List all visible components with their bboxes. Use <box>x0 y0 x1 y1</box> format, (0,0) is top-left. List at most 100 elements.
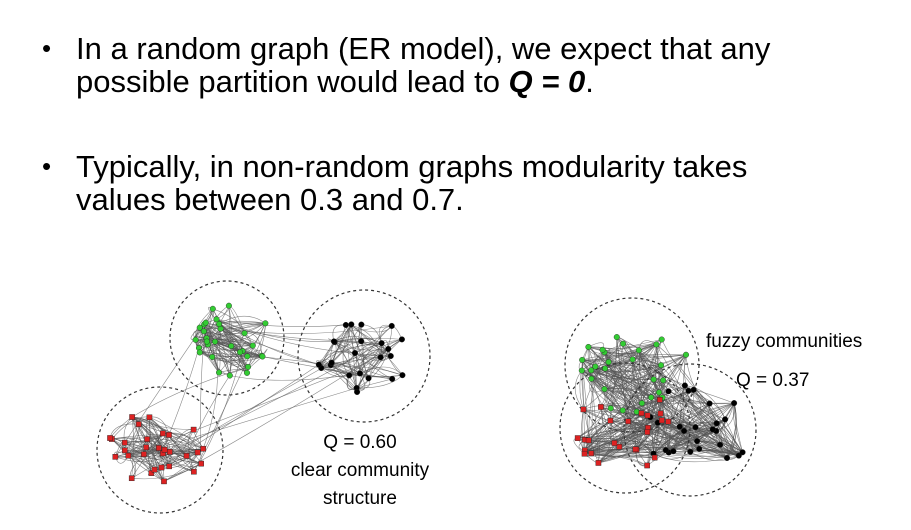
green-node <box>263 320 269 326</box>
q-equals-zero: Q = 0 <box>509 64 586 99</box>
green-node <box>579 368 585 374</box>
red-node <box>191 469 196 474</box>
red-node <box>608 418 613 423</box>
green-node <box>216 370 222 376</box>
green-node <box>600 347 606 353</box>
left-q-value: Q = 0.60 <box>300 430 420 456</box>
right-caption: fuzzy communities <box>706 329 906 355</box>
black-node <box>694 438 700 444</box>
green-node <box>228 343 234 349</box>
green-node <box>197 350 203 356</box>
green-node <box>210 306 216 312</box>
green-node <box>204 339 210 345</box>
red-node <box>113 454 118 459</box>
green-node <box>639 400 645 406</box>
edge <box>151 365 319 473</box>
black-node <box>357 371 363 377</box>
red-node <box>201 446 206 451</box>
black-node <box>352 350 358 356</box>
bullet-dot: • <box>42 32 51 65</box>
red-node <box>129 476 134 481</box>
bullet-1-line-1: In a random graph (ER model), we expect … <box>76 32 900 65</box>
green-node <box>245 354 251 360</box>
green-node <box>630 357 636 363</box>
green-node <box>193 337 199 343</box>
green-node <box>588 368 594 374</box>
red-node <box>152 467 157 472</box>
red-node <box>145 437 150 442</box>
edge <box>187 376 230 456</box>
left-caption-line-1: clear community <box>265 458 455 484</box>
black-node <box>677 424 683 430</box>
red-node <box>167 464 172 469</box>
red-node <box>581 407 586 412</box>
red-node <box>626 419 631 424</box>
black-node <box>671 448 677 454</box>
black-node <box>691 387 697 393</box>
black-node <box>400 372 406 378</box>
red-node <box>107 435 112 440</box>
green-node <box>237 349 243 355</box>
bullet-dot: • <box>42 150 51 183</box>
black-node <box>329 360 335 366</box>
red-node <box>141 452 146 457</box>
black-node <box>731 400 737 406</box>
green-node <box>683 352 689 358</box>
black-node <box>681 428 687 434</box>
red-node <box>166 432 171 437</box>
red-node <box>598 404 603 409</box>
green-node <box>212 339 218 345</box>
green-node <box>656 390 662 396</box>
network-graphs <box>0 270 911 525</box>
green-node <box>654 342 660 348</box>
red-node <box>191 427 196 432</box>
red-node <box>159 465 164 470</box>
bullet-random-graph: • In a random graph (ER model), we expec… <box>40 32 900 98</box>
red-node <box>658 411 663 416</box>
bullet-typical-modularity: • Typically, in non-random graphs modula… <box>40 150 900 216</box>
bullet-2-line-2: values between 0.3 and 0.7. <box>76 183 900 216</box>
green-node <box>209 354 215 360</box>
red-node <box>136 422 141 427</box>
black-node <box>354 389 360 395</box>
bullet-list: • In a random graph (ER model), we expec… <box>40 32 900 216</box>
red-node <box>160 431 165 436</box>
black-node <box>688 449 694 455</box>
red-node <box>586 438 591 443</box>
red-node <box>645 463 650 468</box>
black-node <box>389 323 395 329</box>
red-node <box>144 445 149 450</box>
green-node <box>602 366 608 372</box>
green-node <box>227 373 233 379</box>
black-node <box>366 375 372 381</box>
red-node <box>130 414 135 419</box>
bullet-1-line-2: possible partition would lead to Q = 0. <box>76 65 900 98</box>
red-node <box>126 453 131 458</box>
black-node <box>740 449 746 455</box>
black-node <box>388 353 394 359</box>
network-figure: Q = 0.60 clear community structure fuzzy… <box>0 270 911 525</box>
green-node <box>659 337 665 343</box>
black-node <box>343 322 349 328</box>
green-node <box>636 347 642 353</box>
black-node <box>358 338 364 344</box>
black-node <box>349 322 355 328</box>
black-node <box>686 388 692 394</box>
left-caption-line-2: structure <box>265 486 455 512</box>
black-node <box>714 420 720 426</box>
green-node <box>201 329 207 335</box>
black-node <box>359 322 365 328</box>
green-node <box>660 377 666 383</box>
green-node <box>260 354 266 360</box>
black-node <box>707 401 713 407</box>
red-node <box>167 449 172 454</box>
green-node <box>244 370 250 376</box>
bullet-1-line-2-suffix: . <box>585 64 594 99</box>
green-node <box>606 359 612 365</box>
black-node <box>385 346 391 352</box>
red-node <box>652 455 657 460</box>
red-node <box>639 411 644 416</box>
red-node <box>659 418 664 423</box>
green-node <box>648 395 654 401</box>
red-node <box>633 447 638 452</box>
